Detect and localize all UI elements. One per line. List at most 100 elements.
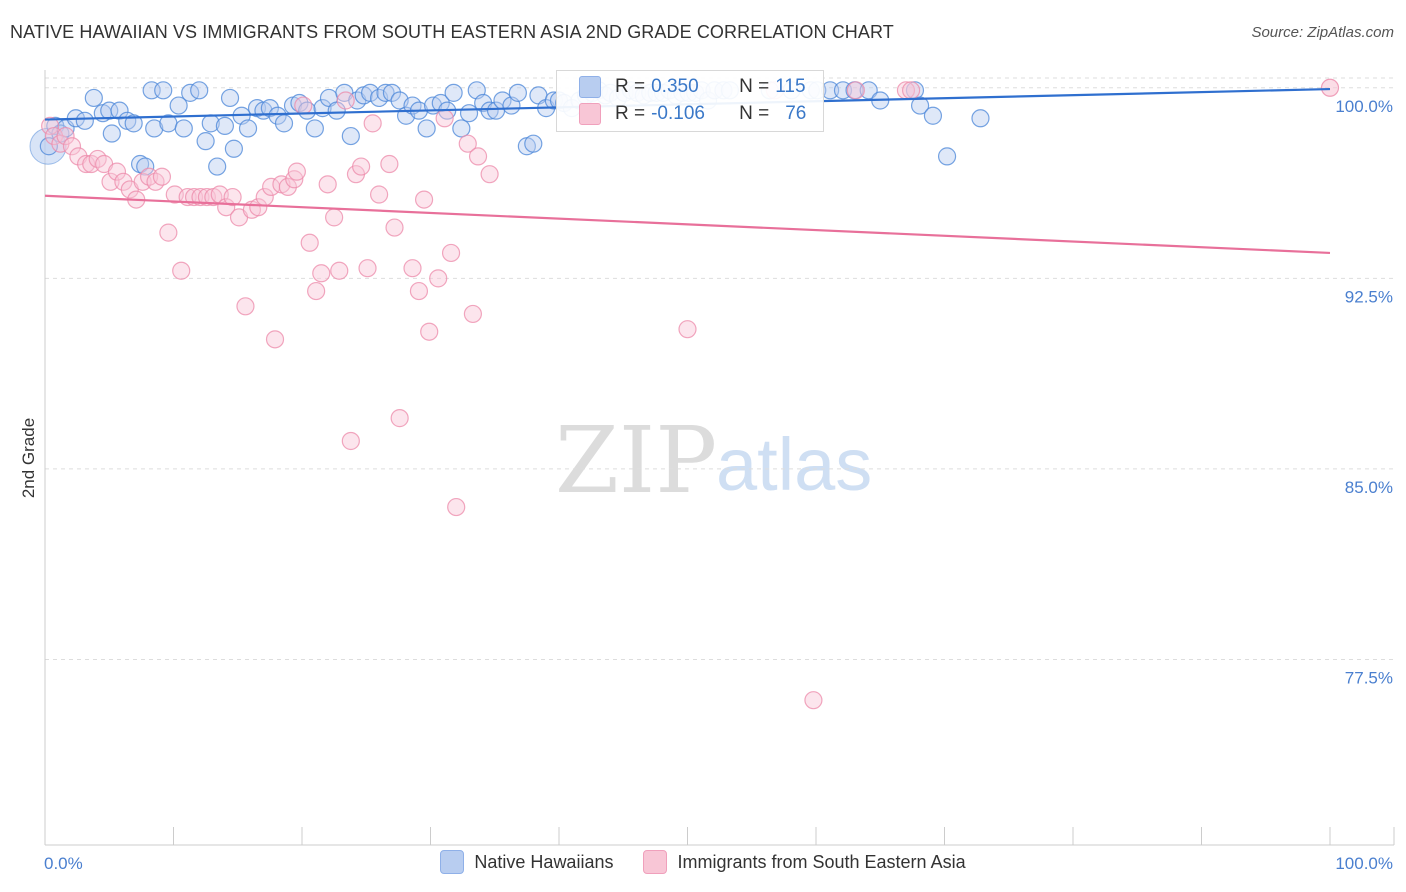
blue-point [859, 81, 878, 100]
stats-blue-r-value: 0.350 [651, 76, 699, 97]
pink-point [191, 187, 210, 207]
pink-point [447, 497, 466, 517]
blue-point [376, 83, 395, 102]
legend-pink-swatch [643, 850, 668, 874]
blue-point [145, 119, 164, 138]
pink-point [236, 297, 255, 316]
pink-point [114, 172, 133, 191]
stats-pink-n-value: 76 [785, 103, 807, 124]
blue-point [224, 139, 243, 158]
blue-point [480, 101, 499, 120]
blue-point [508, 83, 527, 102]
blue-point [220, 88, 240, 108]
pink-point [458, 134, 477, 153]
stats-pink-n-label: N = [739, 103, 770, 124]
blue-point [923, 106, 943, 125]
legend-blue-swatch [440, 850, 465, 874]
blue-point [75, 111, 94, 130]
x-tick-label-end: 100.0% [1335, 854, 1393, 873]
blue-point [452, 119, 471, 138]
pink-point [159, 223, 178, 242]
blue-point [190, 81, 209, 100]
pink-point [403, 259, 422, 278]
pink-point [409, 281, 429, 301]
pink-point [325, 208, 344, 227]
pink-point [420, 322, 439, 341]
blue-point [208, 157, 227, 176]
legend-pink-label: Immigrants from South Eastern Asia [677, 851, 966, 872]
pink-point [62, 137, 82, 156]
pink-point [307, 281, 326, 301]
y-tick-label: 92.5% [1345, 287, 1393, 306]
y-axis-title: 2nd Grade [19, 418, 38, 498]
stats-blue-n-label: N = [739, 76, 770, 97]
blue-point [444, 83, 463, 102]
pink-point [358, 259, 377, 278]
blue-point [971, 109, 990, 128]
pink-point [414, 190, 434, 209]
blue-point [154, 81, 173, 100]
pink-point [77, 154, 96, 174]
y-tick-label: 77.5% [1345, 669, 1393, 688]
blue-point [102, 124, 121, 143]
stats-pink-r-value: -0.106 [651, 103, 705, 124]
blue-point [100, 101, 119, 120]
y-tick-label: 100.0% [1335, 97, 1393, 116]
pink-point [363, 114, 382, 133]
pink-point [265, 330, 285, 349]
stats-pink-r-label: R = [615, 103, 646, 124]
pink-point [463, 304, 483, 324]
stats-blue-n-value: 115 [775, 76, 806, 97]
blue-point [417, 119, 436, 138]
blue-point [268, 106, 287, 125]
blue-point [260, 99, 279, 118]
source-label: Source: ZipAtlas.com [1251, 24, 1394, 41]
pink-point [901, 81, 921, 100]
pink-point [300, 233, 319, 252]
pink-point [385, 218, 404, 237]
blue-point [274, 114, 294, 133]
pink-point [172, 261, 191, 280]
pink-point [287, 162, 306, 181]
blue-point [238, 119, 258, 138]
blue-point [937, 147, 957, 166]
pink-point [846, 81, 865, 100]
pink-point [336, 91, 355, 110]
blue-point [459, 104, 479, 123]
blue-point [136, 157, 155, 176]
blue-point [327, 101, 346, 120]
pink-point [435, 109, 454, 128]
blue-point [84, 88, 103, 108]
legend-item-blue[interactable]: Native Hawaiians [440, 850, 613, 874]
pink-point [341, 431, 360, 451]
watermark-atlas: atlas [716, 423, 872, 506]
pink-point [330, 261, 349, 280]
pink-point [678, 320, 697, 339]
stats-blue-swatch [579, 76, 601, 98]
pink-point [152, 167, 172, 186]
pink-point [390, 409, 409, 428]
pink-point [312, 264, 331, 283]
stats-pink-swatch [579, 103, 601, 125]
blue-point [341, 126, 360, 146]
chart-title: NATIVE HAWAIIAN VS IMMIGRANTS FROM SOUTH… [10, 22, 894, 42]
pink-point [429, 269, 448, 288]
blue-point [910, 96, 930, 115]
pink-point [480, 165, 499, 184]
pink-point [352, 157, 371, 176]
legend-blue-label: Native Hawaiians [474, 851, 614, 872]
pink-point [278, 177, 297, 196]
stats-box: R = 0.350 N = 115 R = -0.106 N = 76 [556, 70, 824, 132]
blue-point [524, 134, 543, 153]
legend-item-pink[interactable]: Immigrants from South Eastern Asia [643, 850, 966, 874]
blue-point [196, 132, 215, 151]
pink-point [370, 185, 389, 204]
pink-point [294, 96, 313, 115]
pink-point [318, 175, 337, 194]
blue-point [110, 101, 129, 120]
blue-point [382, 83, 402, 102]
stats-row-pink: R = -0.106 N = 76 [579, 101, 806, 127]
blue-point [361, 83, 380, 102]
pink-point [56, 126, 75, 146]
